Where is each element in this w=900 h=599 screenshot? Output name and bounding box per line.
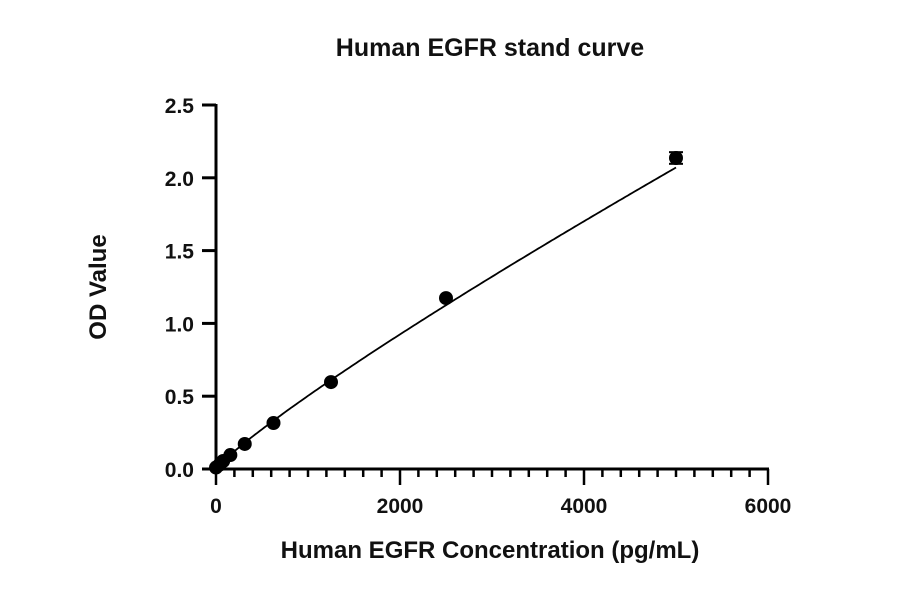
data-point [324,375,338,390]
data-point [266,415,281,430]
chart-title: Human EGFR stand curve [336,34,644,62]
y-axis-label: OD Value [85,234,112,339]
y-tick-label: 1.5 [165,241,195,264]
data-marks [209,150,683,475]
data-point [223,448,238,463]
data-point [669,150,683,165]
axes: 0 2000 4000 6000 0.0 0.5 1.0 1.5 2.0 2.5 [165,95,792,518]
fit-curve [215,166,677,469]
x-tick-label: 2000 [377,495,424,518]
x-tick-label: 4000 [561,495,608,518]
y-tick-label: 0.5 [165,386,195,409]
data-point [237,436,252,451]
y-tick-label: 2.0 [165,168,194,191]
data-point [439,291,453,306]
y-tick-label: 2.5 [165,95,195,118]
y-tick-label: 1.0 [165,313,194,336]
x-tick-label: 0 [210,495,222,518]
x-axis-label: Human EGFR Concentration (pg/mL) [281,537,700,564]
y-tick-label: 0.0 [165,459,194,482]
x-tick-label: 6000 [745,495,792,518]
